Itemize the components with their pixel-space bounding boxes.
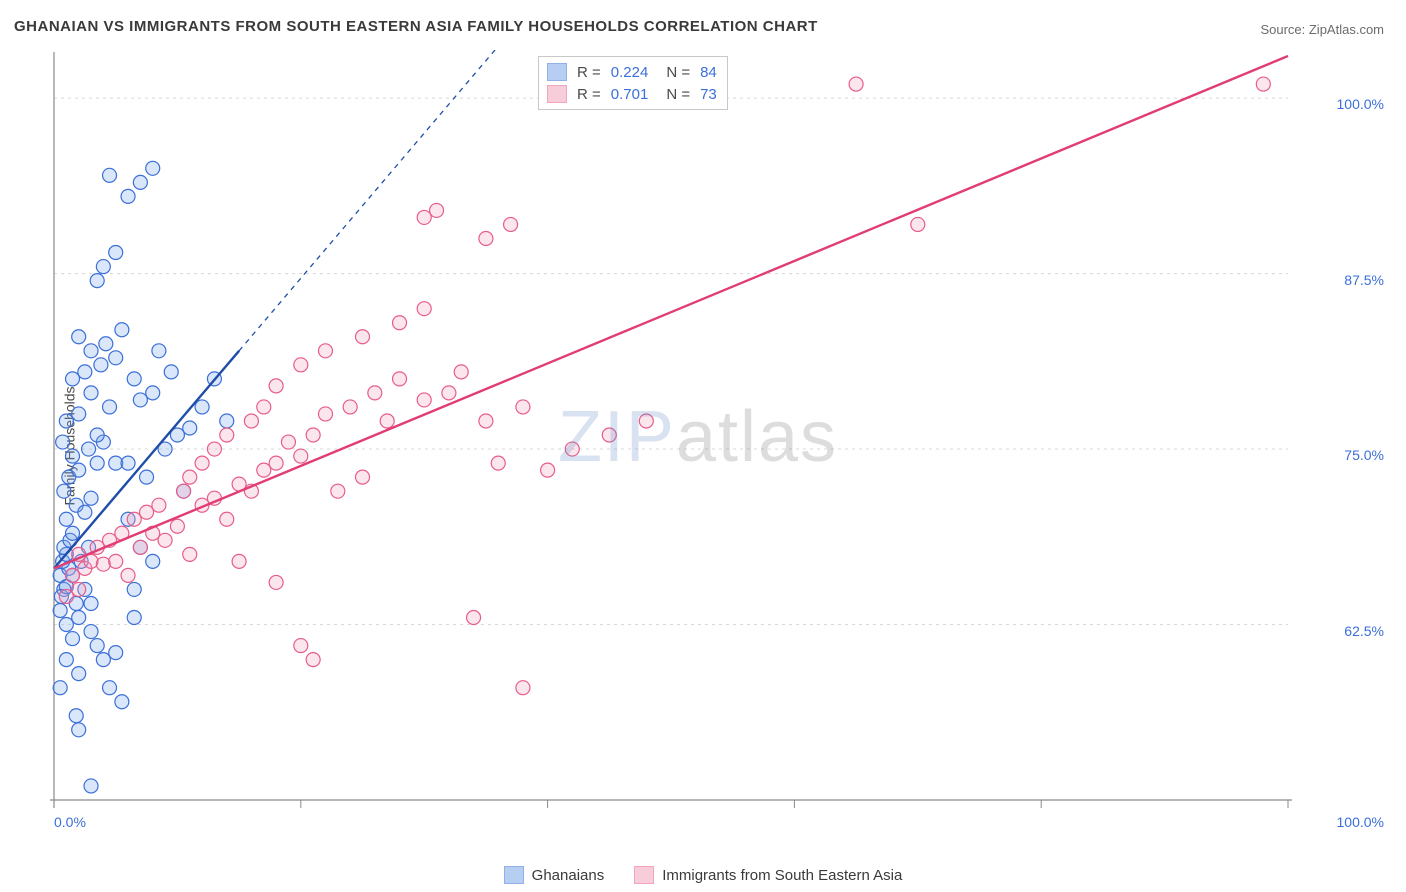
y-tick-label: 75.0%: [1344, 447, 1384, 463]
stats-n-value: 73: [700, 86, 717, 103]
stats-swatch: [547, 63, 567, 81]
chart-title: GHANAIAN VS IMMIGRANTS FROM SOUTH EASTER…: [14, 18, 818, 35]
legend-swatch: [504, 866, 524, 884]
y-tick-label: 62.5%: [1344, 623, 1384, 639]
stats-swatch: [547, 85, 567, 103]
x-axis-max-label: 100.0%: [1337, 814, 1384, 830]
stats-row: R = 0.224 N = 84: [547, 61, 717, 83]
legend-swatch: [634, 866, 654, 884]
stats-r-value: 0.701: [611, 86, 649, 103]
stats-r-prefix: R =: [577, 64, 601, 81]
legend-item: Ghanaians: [504, 866, 605, 884]
stats-r-value: 0.224: [611, 64, 649, 81]
bottom-legend: Ghanaians Immigrants from South Eastern A…: [0, 866, 1406, 884]
legend-item: Immigrants from South Eastern Asia: [634, 866, 902, 884]
stats-r-prefix: R =: [577, 86, 601, 103]
source-label: Source: ZipAtlas.com: [1260, 22, 1384, 37]
stats-n-prefix: N =: [666, 86, 690, 103]
stats-n-prefix: N =: [666, 64, 690, 81]
legend-label: Ghanaians: [532, 867, 605, 884]
y-tick-label: 87.5%: [1344, 272, 1384, 288]
chart-area: ZIPatlas R =0.224N =84R =0.701N =73: [48, 50, 1348, 840]
legend-label: Immigrants from South Eastern Asia: [662, 867, 902, 884]
stats-row: R = 0.701 N = 73: [547, 83, 717, 105]
y-tick-label: 100.0%: [1337, 96, 1384, 112]
stats-n-value: 84: [700, 64, 717, 81]
x-axis-min-label: 0.0%: [54, 814, 86, 830]
stats-legend-box: R = 0.224 N = 84 R = 0.701 N = 73: [538, 56, 728, 110]
scatter-chart-svg: [48, 50, 1348, 840]
